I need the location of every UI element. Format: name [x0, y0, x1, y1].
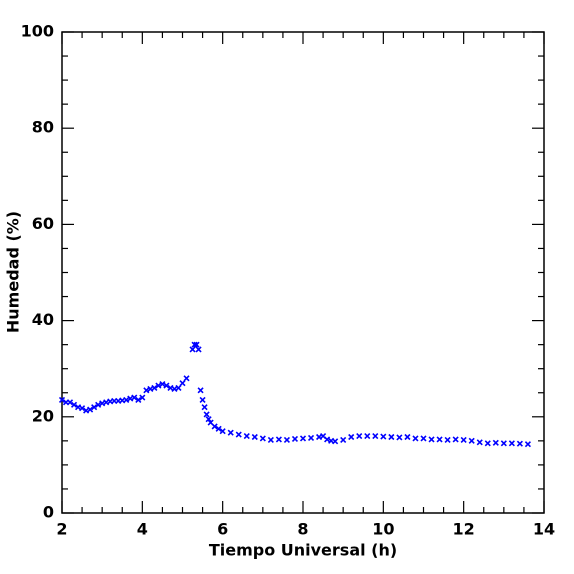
- data-point: [201, 404, 208, 411]
- data-point: [436, 436, 443, 443]
- y-axis-label: Humedad (%): [4, 211, 23, 333]
- data-point: [151, 384, 158, 392]
- data-point: [428, 436, 435, 443]
- data-point: [364, 432, 371, 440]
- data-point: [332, 438, 339, 445]
- data-point: [95, 401, 102, 408]
- x-tick-label: 12: [453, 520, 475, 539]
- data-point: [516, 440, 523, 447]
- data-point: [291, 435, 299, 442]
- data-point: [58, 396, 66, 404]
- data-point: [227, 429, 234, 436]
- data-point: [193, 341, 200, 348]
- data-point: [183, 375, 190, 382]
- data-point: [372, 432, 379, 440]
- y-tick-label: 80: [32, 118, 54, 137]
- y-tick-label: 100: [21, 22, 54, 41]
- data-point: [155, 382, 162, 389]
- data-point: [235, 431, 242, 438]
- y-tick-label: 60: [32, 214, 54, 233]
- data-point: [139, 394, 146, 401]
- data-point: [412, 435, 419, 442]
- data-point: [251, 433, 258, 441]
- data-point: [524, 441, 531, 448]
- data-point: [163, 382, 170, 389]
- data-point: [508, 440, 515, 447]
- data-point: [211, 423, 218, 430]
- data-point: [143, 387, 150, 394]
- data-point: [307, 434, 315, 442]
- data-point: [492, 439, 499, 446]
- data-point: [70, 401, 78, 408]
- data-point: [197, 387, 204, 394]
- data-point: [219, 428, 226, 435]
- data-point: [135, 396, 142, 404]
- data-point: [175, 384, 182, 392]
- data-point: [404, 433, 411, 441]
- data-point: [460, 436, 467, 443]
- data-point: [444, 436, 451, 443]
- data-point: [299, 435, 307, 442]
- data-point: [205, 416, 212, 423]
- data-point: [259, 435, 266, 442]
- x-tick-label: 2: [56, 520, 67, 539]
- y-tick-label: 0: [43, 503, 54, 522]
- data-point: [123, 396, 130, 404]
- data-point: [199, 396, 206, 404]
- x-tick-label: 14: [533, 520, 555, 539]
- data-point: [324, 436, 331, 443]
- data-point: [203, 411, 210, 418]
- data-point: [380, 433, 387, 440]
- x-tick-label: 8: [297, 520, 308, 539]
- data-point: [275, 436, 282, 443]
- data-point: [452, 436, 459, 443]
- data-point: [79, 405, 86, 412]
- data-point: [468, 437, 475, 444]
- data-point: [215, 425, 222, 432]
- x-tick-label: 10: [372, 520, 394, 539]
- data-point: [131, 394, 138, 401]
- data-point: [356, 432, 363, 440]
- data-point: [283, 436, 290, 443]
- data-point: [484, 440, 491, 447]
- y-tick-label: 20: [32, 406, 54, 425]
- data-point: [348, 433, 355, 441]
- y-tick-label: 40: [32, 310, 54, 329]
- x-tick-label: 4: [137, 520, 148, 539]
- x-axis-label: Tiempo Universal (h): [209, 541, 397, 560]
- data-point: [66, 399, 74, 406]
- data-point: [159, 381, 166, 388]
- data-point: [267, 436, 274, 443]
- data-point: [476, 439, 483, 446]
- data-point: [189, 346, 196, 353]
- data-point: [500, 440, 507, 447]
- data-point: [340, 436, 347, 443]
- data-point: [388, 433, 395, 441]
- data-point: [91, 404, 98, 411]
- x-tick-label: 6: [217, 520, 228, 539]
- data-point: [396, 434, 403, 441]
- data-point: [420, 435, 427, 442]
- data-point: [191, 341, 198, 348]
- data-point: [87, 406, 94, 413]
- data-point: [195, 346, 202, 353]
- data-point: [179, 380, 186, 387]
- data-point: [243, 432, 250, 440]
